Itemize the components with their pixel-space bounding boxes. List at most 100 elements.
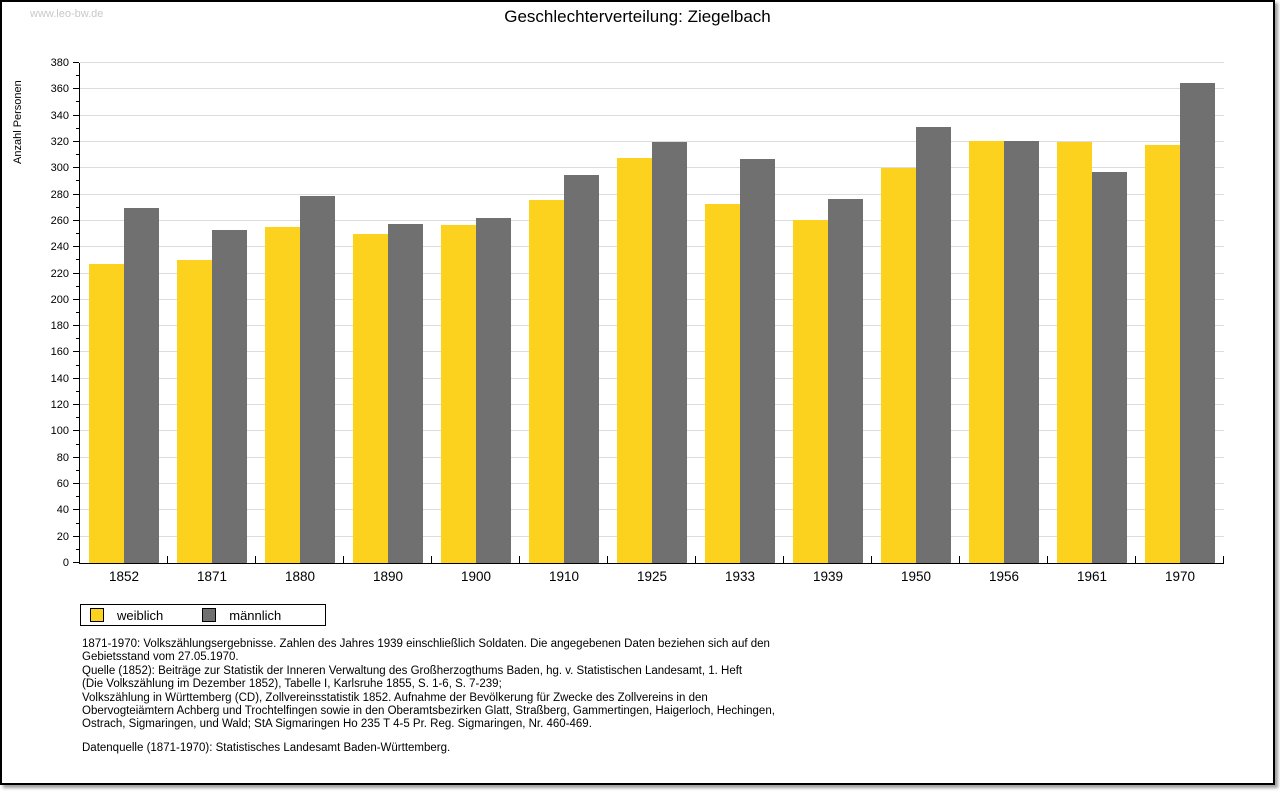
bar-maennlich xyxy=(828,198,863,563)
y-axis: 0 20 40 60 80 100 120 140 160 180 200 220 240 260 280 3… xyxy=(2,57,79,569)
y-tick-label: 80 xyxy=(56,451,69,464)
y-tick-label: 100 xyxy=(50,425,69,438)
x-tick-label: 1910 xyxy=(548,569,580,584)
x-tick-label: 1900 xyxy=(460,569,492,584)
bar-group: 1871 xyxy=(168,63,256,584)
y-axis-tick xyxy=(73,562,79,563)
footnote-line: 1871-1970: Volkszählungsergebnisse. Zahl… xyxy=(82,638,770,650)
footnote-line: (Die Volkszählung im Dezember 1852), Tab… xyxy=(82,678,502,691)
bar-weiblich xyxy=(793,219,828,563)
x-tick-label: 1871 xyxy=(196,569,228,584)
y-axis-tick xyxy=(73,219,79,221)
bar-maennlich xyxy=(1180,82,1215,563)
bar-group: 1961 xyxy=(1048,63,1136,584)
y-axis-tick xyxy=(73,404,79,406)
x-tick-label: 1961 xyxy=(1076,569,1108,584)
y-tick-label: 220 xyxy=(50,267,69,280)
legend-swatch-weiblich xyxy=(90,608,104,622)
bar-maennlich xyxy=(300,195,335,563)
bar-maennlich xyxy=(1004,140,1039,563)
y-axis-tick xyxy=(76,338,79,340)
bar-group: 1970 xyxy=(1136,63,1224,584)
legend-label: männlich xyxy=(229,607,282,623)
y-axis-tick xyxy=(73,193,79,195)
y-axis-tick xyxy=(76,127,79,129)
y-tick-label: 60 xyxy=(56,478,69,491)
y-axis-tick xyxy=(76,75,79,77)
bar-group: 1956 xyxy=(960,63,1048,584)
x-axis-tick xyxy=(255,556,256,563)
bar-weiblich xyxy=(265,227,300,563)
bar-weiblich xyxy=(617,157,652,563)
gridline xyxy=(80,140,1224,142)
y-axis-tick xyxy=(76,443,79,445)
gridline xyxy=(80,62,1224,63)
bar-weiblich xyxy=(89,264,124,563)
gridline xyxy=(80,88,1224,90)
y-axis-tick xyxy=(73,509,79,511)
bar-weiblich xyxy=(969,140,1004,563)
y-axis-tick xyxy=(76,285,79,287)
x-axis-tick xyxy=(695,556,696,563)
y-axis-tick xyxy=(76,259,79,261)
footnotes: 1871-1970: Volkszählungsergebnisse. Zahl… xyxy=(82,638,1222,732)
bar-maennlich xyxy=(740,159,775,563)
y-axis-tick xyxy=(73,114,79,116)
x-tick-label: 1950 xyxy=(900,569,932,584)
page-title: Geschlechterverteilung: Ziegelbach xyxy=(504,7,771,26)
bar-weiblich xyxy=(1057,141,1092,563)
x-axis-tick xyxy=(1047,556,1048,563)
y-axis-tick xyxy=(73,456,79,458)
y-tick-label: 180 xyxy=(50,320,69,333)
legend-label: weiblich xyxy=(117,607,164,623)
y-axis-tick xyxy=(76,548,79,550)
y-tick-label: 120 xyxy=(50,399,69,412)
x-axis-tick xyxy=(519,556,520,563)
x-axis-tick xyxy=(431,556,432,563)
x-axis-tick xyxy=(959,556,960,563)
x-tick-label: 1880 xyxy=(284,569,316,584)
y-axis-tick xyxy=(76,390,79,392)
bar-group: 1950 xyxy=(872,63,960,584)
bar-weiblich xyxy=(441,224,476,563)
bar-weiblich xyxy=(705,203,740,563)
bar-weiblich xyxy=(529,199,564,563)
x-axis-tick xyxy=(1135,556,1136,563)
bar-maennlich xyxy=(652,141,687,563)
y-tick-label: 200 xyxy=(50,293,69,306)
y-axis-tick xyxy=(73,62,79,63)
y-axis-tick xyxy=(73,88,79,90)
bar-maennlich xyxy=(476,218,511,563)
footnote-line: Gebietsstand vom 27.05.1970. xyxy=(82,651,239,664)
footnote-line: Quelle (1852): Beiträge zur Statistik de… xyxy=(82,664,743,677)
y-axis-tick xyxy=(76,180,79,182)
y-axis-tick xyxy=(73,140,79,142)
x-tick-label: 1852 xyxy=(108,569,140,584)
y-axis-tick xyxy=(73,535,79,537)
legend-swatch-maennlich xyxy=(202,608,217,622)
y-tick-label: 160 xyxy=(50,346,69,359)
y-axis-tick xyxy=(76,417,79,419)
y-tick-label: 240 xyxy=(50,241,69,254)
y-tick-label: 0 xyxy=(62,557,69,569)
bar-group: 1933 xyxy=(696,63,784,584)
bar-weiblich xyxy=(881,168,916,563)
y-axis-tick xyxy=(73,167,79,169)
y-axis-tick xyxy=(73,483,79,485)
x-axis-tick xyxy=(1223,556,1224,563)
bar-group: 1910 xyxy=(520,63,608,584)
y-axis-tick xyxy=(73,272,79,274)
y-axis-tick xyxy=(73,298,79,300)
y-axis-tick xyxy=(73,351,79,353)
y-tick-label: 140 xyxy=(50,372,69,385)
x-tick-label: 1933 xyxy=(724,569,756,584)
x-tick-label: 1890 xyxy=(372,569,404,584)
y-axis-tick xyxy=(73,325,79,327)
y-axis-tick xyxy=(73,377,79,379)
y-axis-tick xyxy=(76,206,79,208)
bar-maennlich xyxy=(564,174,599,563)
y-tick-label: 40 xyxy=(56,504,69,517)
footnote-line: Obervogteiämtern Achberg und Trochtelfin… xyxy=(82,705,775,718)
y-tick-label: 320 xyxy=(50,135,69,148)
y-tick-label: 340 xyxy=(50,109,69,122)
